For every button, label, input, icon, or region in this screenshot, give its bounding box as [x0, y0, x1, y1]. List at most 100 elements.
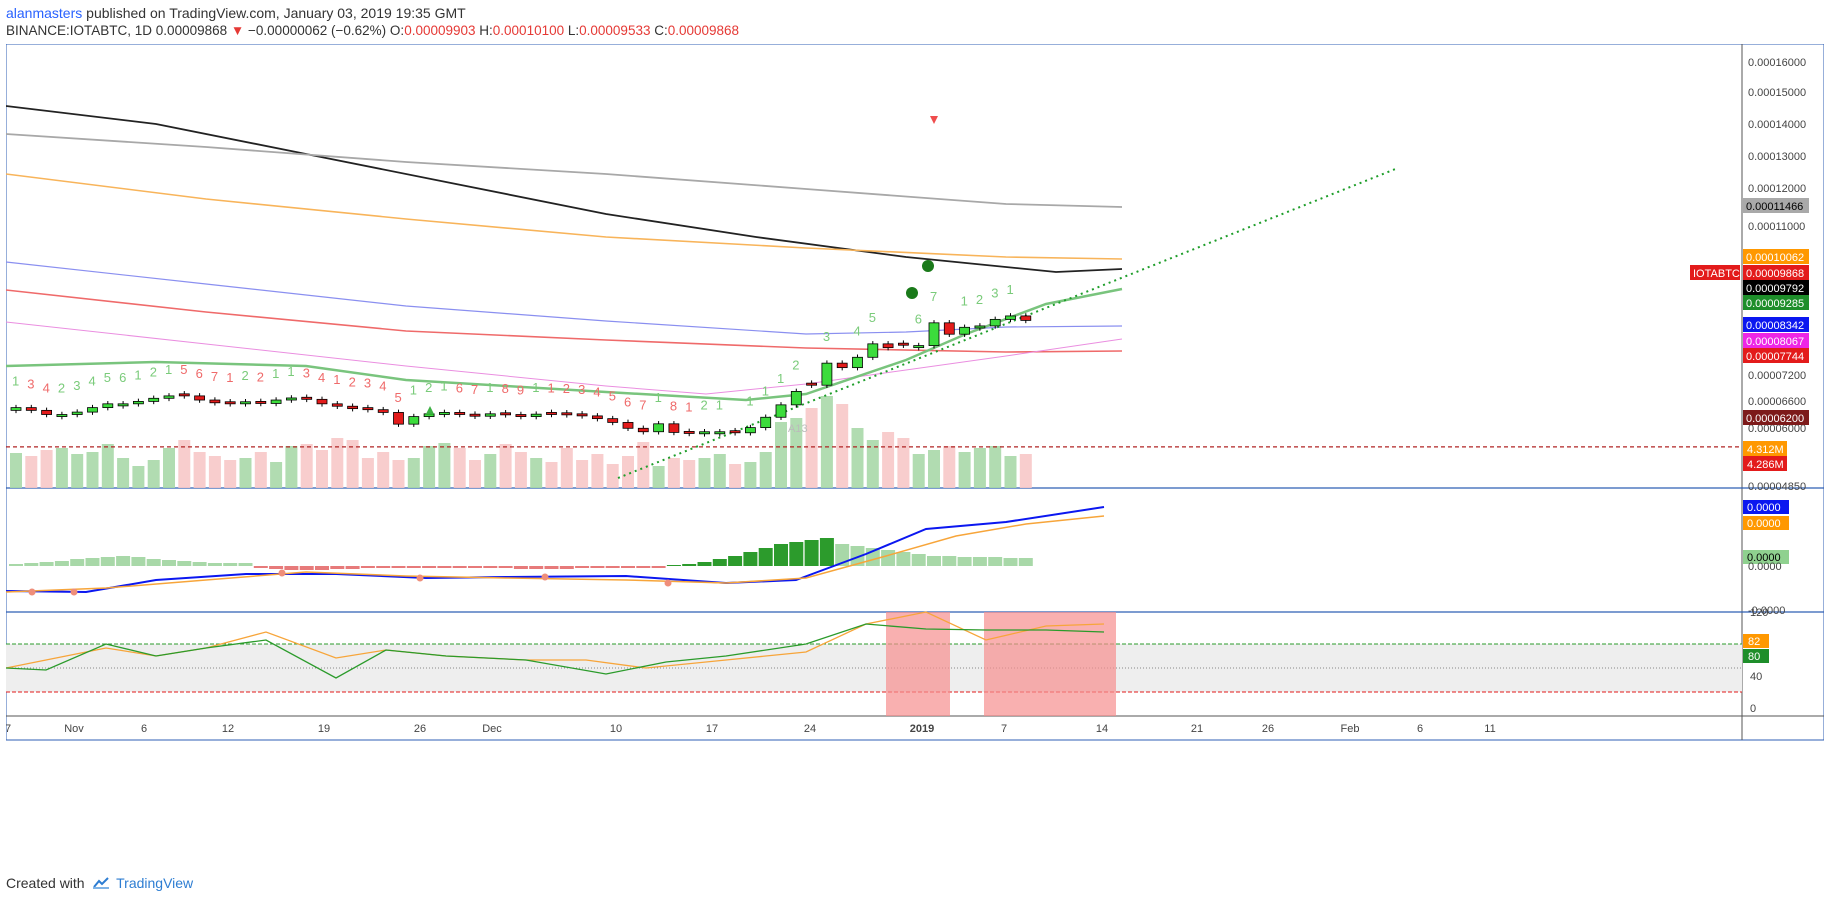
td-count-up: 1 [486, 380, 493, 395]
macd-bar [743, 552, 758, 566]
symbol-tag-label: IOTABTC [1693, 268, 1740, 280]
candle [530, 411, 542, 420]
macd-bar [24, 563, 39, 566]
price-tag-label: 0.00011466 [1746, 201, 1803, 213]
volume-bars [10, 396, 1032, 488]
chart-canvas[interactable]: 1 3 4 2 3 4 5 6 1 2 1 5 6 7 1 2 2 1 1 3 4 1 2 3 451 2 1 6 7 1 8 9 1 1 2 3 4 5… [6, 44, 1824, 870]
candle [178, 391, 190, 399]
volume-tag-label: 4.312M [1747, 444, 1784, 456]
ma-orange-line [6, 173, 1123, 260]
candle [745, 424, 756, 436]
macd-tag-label: 0.0000 [1747, 518, 1781, 530]
candle-body [209, 399, 221, 404]
stoch-tag: 80 [1743, 649, 1769, 663]
macd-bar [789, 542, 804, 566]
macd-cross-dot [541, 573, 549, 581]
volume-bar [361, 458, 374, 488]
td-count-up: 1 [655, 390, 662, 405]
macd-bar [85, 558, 100, 566]
sell-signal-icon [930, 116, 938, 124]
volume-bar [820, 396, 833, 488]
macd-bar [651, 566, 666, 568]
tradingview-brand[interactable]: TradingView [116, 875, 194, 891]
time-axis-label: Nov [64, 723, 84, 735]
price-tag: 0.00009792 [1743, 280, 1809, 295]
candle-body [178, 393, 190, 397]
time-axis-label: 7 [1001, 723, 1007, 735]
td-count-up: 4 [854, 323, 861, 338]
price-tag-bg [1743, 265, 1809, 280]
price-tag: 0.00009868 IOTABTC [1690, 265, 1809, 280]
price-tag: 0.00009285 [1743, 295, 1809, 310]
volume-bar [346, 440, 359, 488]
macd-cross-dot [416, 574, 424, 582]
candle-body [530, 413, 542, 417]
candle [607, 415, 619, 426]
ma-black-line [6, 105, 1123, 273]
candle-body [56, 414, 68, 417]
ma-pink-line [6, 321, 1123, 395]
candle-body [255, 401, 267, 404]
td-count-up: 6 [915, 312, 922, 327]
td-count-down: 3 [578, 382, 585, 397]
td-count-up: 2 [150, 364, 157, 379]
macd-bar [253, 566, 268, 568]
td-count-up: 2 [58, 381, 65, 396]
volume-bar [25, 456, 38, 488]
candle-body [87, 407, 98, 413]
annotation-text: A13 [788, 423, 808, 435]
price-tag-bg [1743, 280, 1809, 295]
candle-body [821, 362, 833, 386]
td-count-down: 8 [502, 381, 509, 396]
time-axis-label: 26 [1262, 723, 1274, 735]
macd-bar [360, 566, 375, 568]
price-tag-bg [1743, 198, 1809, 213]
candle [821, 360, 833, 388]
volume-tag-bg [1743, 456, 1787, 471]
author-link[interactable]: alanmasters [6, 5, 83, 21]
price-tag-label: 0.00006200 [1746, 413, 1804, 425]
volume-bar [239, 458, 252, 488]
volume-bar [300, 444, 313, 488]
macd-bar [758, 548, 773, 566]
td-count-up: 1 [287, 364, 294, 379]
candle-body [41, 409, 52, 415]
volume-bar [958, 452, 971, 488]
macd-bar [529, 566, 544, 569]
time-axis-label: 14 [1096, 723, 1108, 735]
macd-tag-label: 0.0000 [1747, 552, 1781, 564]
macd-bar [590, 566, 605, 568]
volume-bar [928, 450, 940, 488]
candle-body [102, 403, 114, 409]
macd-bar [972, 557, 987, 566]
volume-bar [55, 448, 68, 488]
td-count-down: 4 [43, 381, 50, 396]
candle [974, 323, 986, 331]
candle [56, 411, 68, 420]
volume-tag-label: 4.286M [1747, 459, 1784, 471]
time-axis-label: 10 [610, 723, 622, 735]
volume-bar [836, 404, 849, 488]
ma-gray-line [6, 133, 1123, 208]
candle-body [117, 403, 129, 407]
candle-body [270, 399, 282, 404]
candle [928, 320, 940, 349]
open-value: 0.00009903 [404, 23, 476, 38]
time-axis-label: 17 [706, 723, 718, 735]
candle [683, 428, 695, 437]
stoch-axis-label: 0 [1750, 703, 1756, 715]
volume-bar [882, 432, 895, 488]
macd-bar [911, 554, 926, 566]
td-count-up: 3 [991, 285, 998, 300]
volume-bar [775, 422, 787, 488]
candle-body [622, 422, 634, 429]
td-count-down: 9 [517, 383, 524, 398]
macd-bar [559, 566, 574, 569]
stoch-tag-bg [1743, 649, 1769, 663]
td-count-down: 5 [609, 388, 616, 403]
high-label: H: [479, 23, 493, 38]
macd-bar [804, 540, 819, 566]
td-count-up: 3 [823, 329, 830, 344]
published-text: published on TradingView.com, January 03… [86, 5, 466, 21]
